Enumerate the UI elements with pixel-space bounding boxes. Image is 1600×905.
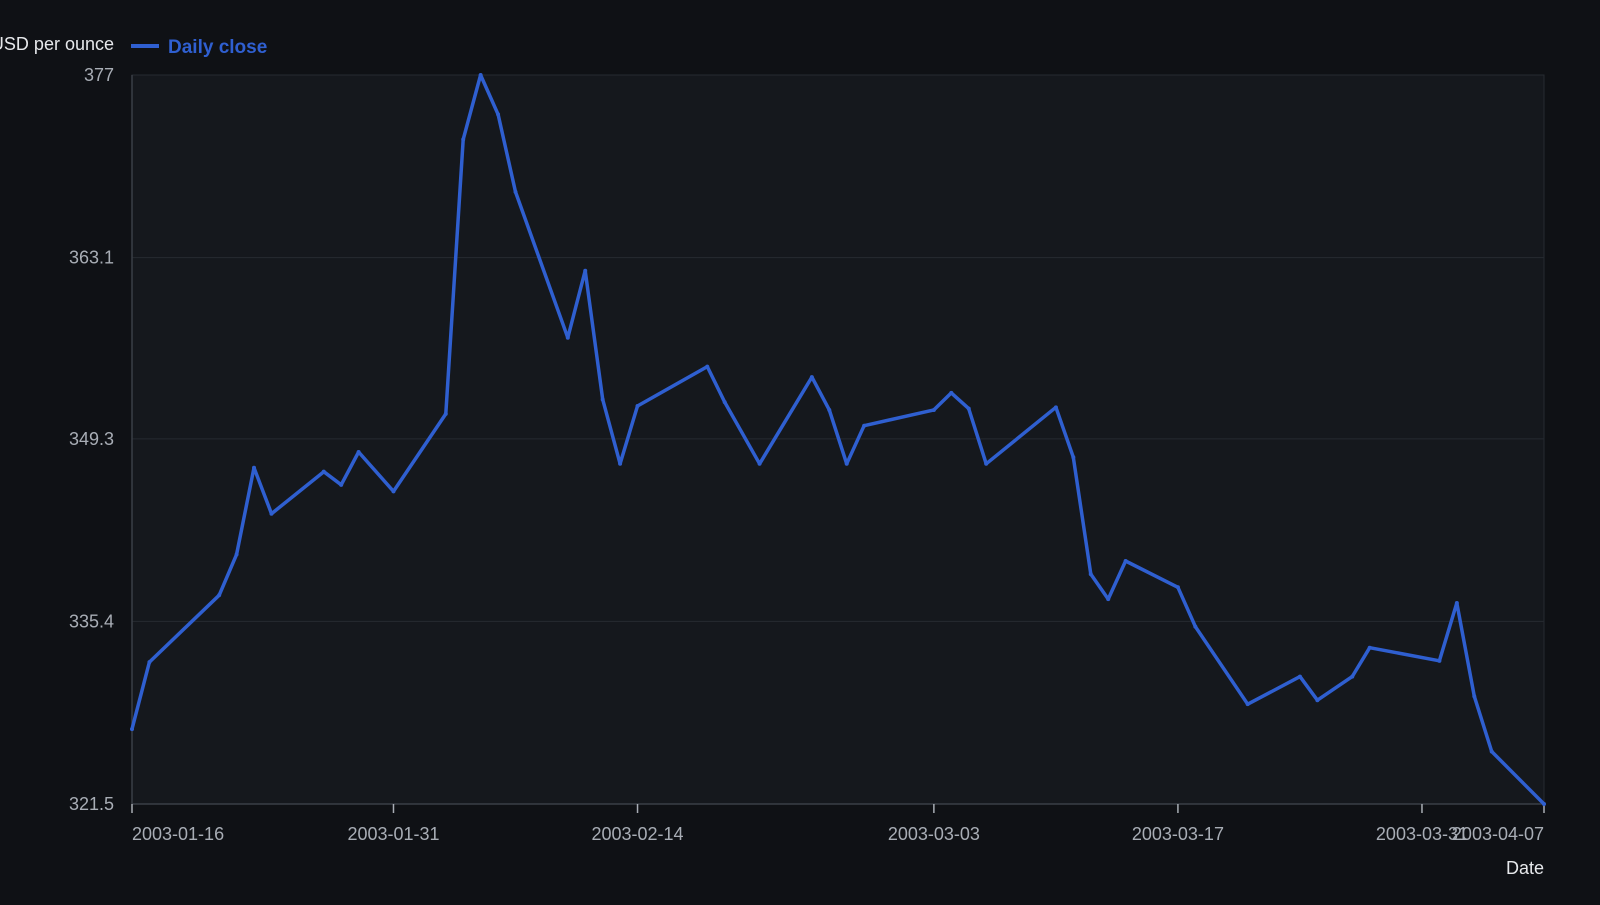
data-point <box>461 137 466 142</box>
y-tick-label: 349.3 <box>69 429 114 449</box>
y-tick-label: 335.4 <box>69 611 114 631</box>
y-axis-title: USD per ounce <box>0 34 114 54</box>
legend-label-daily-close: Daily close <box>168 37 267 58</box>
data-point <box>391 489 396 494</box>
x-axis-ticks: 2003-01-16 2003-01-31 2003-02-14 2003-03-03… <box>131 804 1545 844</box>
data-point <box>269 511 274 516</box>
data-point <box>827 407 832 412</box>
data-point <box>635 404 640 409</box>
data-point <box>1297 674 1302 679</box>
data-point <box>513 189 518 194</box>
data-point <box>565 335 570 340</box>
data-point <box>1088 572 1093 577</box>
x-tick-label: 2003-03-03 <box>888 824 980 844</box>
data-point <box>1454 601 1459 606</box>
data-point <box>583 268 588 273</box>
data-point <box>478 73 483 77</box>
data-point <box>722 400 727 405</box>
x-tick-label: 2003-03-17 <box>1132 824 1224 844</box>
data-point <box>757 461 762 466</box>
data-point <box>1106 597 1111 602</box>
x-tick-label: 2003-02-14 <box>591 824 683 844</box>
data-point <box>1071 455 1076 460</box>
data-point <box>1053 405 1058 410</box>
data-point <box>705 364 710 369</box>
data-point <box>1489 749 1494 754</box>
data-point <box>809 375 814 380</box>
x-tick-label: 2003-01-31 <box>347 824 439 844</box>
data-point <box>1367 645 1372 650</box>
data-point <box>252 465 257 470</box>
data-point <box>1245 702 1250 707</box>
x-axis-title: Date <box>1506 858 1544 878</box>
x-tick-label: 2003-04-07 <box>1452 824 1544 844</box>
data-point <box>1437 658 1442 663</box>
data-point <box>130 727 134 732</box>
data-point <box>966 406 971 411</box>
data-point <box>356 449 361 454</box>
series-line-daily-close <box>130 73 1546 806</box>
data-point <box>1315 698 1320 703</box>
data-point <box>984 461 989 466</box>
x-tick-label: 2003-03-31 <box>1376 824 1468 844</box>
data-point <box>1175 585 1180 590</box>
data-point <box>1542 802 1546 806</box>
series-layer <box>130 73 1546 806</box>
data-point <box>1472 694 1477 699</box>
data-point <box>931 407 936 412</box>
y-tick-label: 377 <box>84 65 114 85</box>
data-point <box>949 390 954 395</box>
data-point <box>339 482 344 487</box>
y-tick-label: 321.5 <box>69 794 114 814</box>
data-point <box>862 423 867 428</box>
data-point <box>147 660 152 665</box>
data-point <box>321 469 326 474</box>
data-point <box>1350 674 1355 679</box>
legend[interactable]: Daily close <box>131 37 267 58</box>
data-point <box>217 593 222 598</box>
data-point <box>234 552 239 557</box>
y-tick-label: 363.1 <box>69 248 114 268</box>
data-point <box>496 112 501 117</box>
axes <box>131 75 1544 805</box>
data-point <box>600 397 605 402</box>
data-point <box>618 461 623 466</box>
y-axis-ticks: 321.5 335.4 349.3 363.1 377 <box>69 65 114 814</box>
data-point <box>443 411 448 416</box>
data-point <box>1123 559 1128 563</box>
data-point <box>1193 624 1198 629</box>
x-tick-label: 2003-01-16 <box>132 824 224 844</box>
data-point <box>844 461 849 466</box>
